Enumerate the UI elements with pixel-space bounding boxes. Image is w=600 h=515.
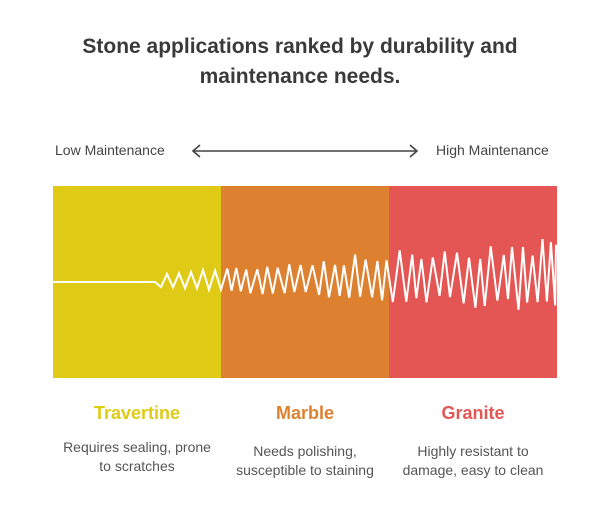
stage-desc-travertine: Requires sealing, prone to scratches [63,439,211,474]
stage-name-travertine: Travertine [93,403,181,423]
title-line-1: Stone applications ranked by durability … [82,35,518,58]
stage-name-granite: Granite [441,403,505,423]
vibration-wave-icon [53,239,557,310]
high-maintenance-label: High Maintenance [436,142,549,158]
double-headed-arrow-icon [191,144,419,158]
stage-desc-granite: Highly resistant to damage, easy to clea… [402,443,544,478]
low-maintenance-label: Low Maintenance [55,142,165,158]
stage-name-marble: Marble [275,403,335,423]
diagram-title: Stone applications ranked by durability … [0,32,600,92]
title-line-2: maintenance needs. [199,65,401,88]
stage-desc-marble: Needs polishing, susceptible to staining [236,443,374,478]
